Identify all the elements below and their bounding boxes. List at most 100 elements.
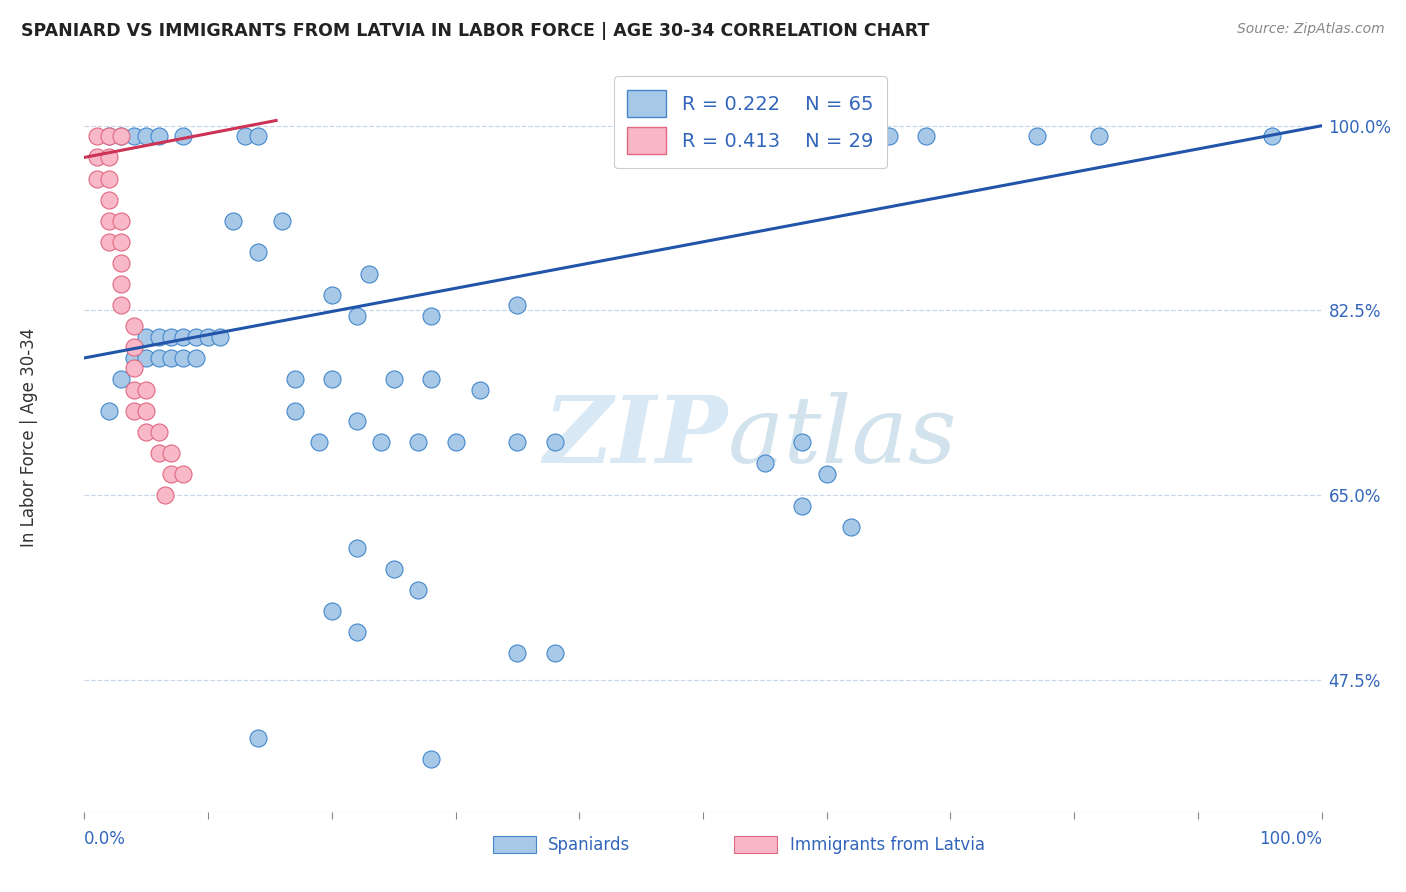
- Text: 100.0%: 100.0%: [1258, 830, 1322, 848]
- Point: [321, 287, 343, 301]
- Point: [172, 351, 194, 365]
- Point: [321, 372, 343, 386]
- Text: Immigrants from Latvia: Immigrants from Latvia: [790, 836, 984, 854]
- Text: Spaniards: Spaniards: [548, 836, 630, 854]
- Point: [110, 129, 132, 144]
- Point: [148, 446, 170, 460]
- Point: [172, 467, 194, 481]
- Point: [841, 520, 863, 534]
- Point: [543, 647, 565, 661]
- Point: [135, 351, 157, 365]
- Point: [408, 435, 430, 450]
- Point: [246, 731, 269, 745]
- Point: [148, 129, 170, 144]
- Point: [1026, 129, 1049, 144]
- Point: [382, 372, 405, 386]
- Point: [160, 467, 183, 481]
- Point: [135, 129, 157, 144]
- Point: [110, 277, 132, 291]
- Point: [357, 267, 380, 281]
- Point: [86, 171, 108, 186]
- Point: [444, 435, 467, 450]
- Point: [172, 129, 194, 144]
- Point: [790, 435, 813, 450]
- FancyBboxPatch shape: [492, 837, 536, 853]
- Point: [98, 193, 121, 207]
- Text: Source: ZipAtlas.com: Source: ZipAtlas.com: [1237, 22, 1385, 37]
- Point: [122, 129, 145, 144]
- Point: [233, 129, 256, 144]
- Point: [284, 372, 307, 386]
- Point: [153, 488, 176, 502]
- Point: [122, 340, 145, 354]
- Point: [160, 351, 183, 365]
- Point: [346, 309, 368, 323]
- Point: [246, 245, 269, 260]
- Point: [172, 330, 194, 344]
- Point: [209, 330, 232, 344]
- Point: [184, 330, 207, 344]
- Legend: R = 0.222    N = 65, R = 0.413    N = 29: R = 0.222 N = 65, R = 0.413 N = 29: [614, 76, 887, 168]
- Point: [754, 457, 776, 471]
- Point: [98, 213, 121, 227]
- Point: [470, 383, 492, 397]
- Point: [419, 752, 441, 766]
- Point: [815, 129, 838, 144]
- Point: [160, 446, 183, 460]
- Point: [86, 150, 108, 164]
- Point: [122, 319, 145, 334]
- Point: [110, 256, 132, 270]
- Point: [160, 330, 183, 344]
- Point: [110, 235, 132, 249]
- Point: [914, 129, 936, 144]
- Point: [346, 541, 368, 555]
- Point: [122, 403, 145, 417]
- Point: [419, 309, 441, 323]
- Text: SPANIARD VS IMMIGRANTS FROM LATVIA IN LABOR FORCE | AGE 30-34 CORRELATION CHART: SPANIARD VS IMMIGRANTS FROM LATVIA IN LA…: [21, 22, 929, 40]
- Point: [148, 351, 170, 365]
- Point: [122, 361, 145, 376]
- Point: [419, 372, 441, 386]
- Point: [98, 235, 121, 249]
- Point: [370, 435, 392, 450]
- Point: [135, 383, 157, 397]
- Point: [766, 129, 789, 144]
- Point: [222, 213, 245, 227]
- Point: [184, 351, 207, 365]
- Point: [110, 213, 132, 227]
- Text: In Labor Force | Age 30-34: In Labor Force | Age 30-34: [20, 327, 38, 547]
- Point: [86, 129, 108, 144]
- Point: [284, 403, 307, 417]
- Point: [122, 383, 145, 397]
- Point: [98, 129, 121, 144]
- Point: [1088, 129, 1111, 144]
- Point: [122, 351, 145, 365]
- Point: [543, 435, 565, 450]
- Point: [346, 625, 368, 640]
- Point: [506, 647, 529, 661]
- Point: [110, 372, 132, 386]
- Point: [308, 435, 330, 450]
- Text: atlas: atlas: [728, 392, 957, 482]
- Point: [135, 330, 157, 344]
- Point: [197, 330, 219, 344]
- Point: [135, 425, 157, 439]
- Text: 0.0%: 0.0%: [84, 830, 127, 848]
- Point: [98, 403, 121, 417]
- Point: [877, 129, 900, 144]
- Point: [1261, 129, 1284, 144]
- Point: [506, 435, 529, 450]
- Point: [148, 330, 170, 344]
- Point: [110, 129, 132, 144]
- FancyBboxPatch shape: [734, 837, 778, 853]
- Point: [790, 499, 813, 513]
- Point: [98, 150, 121, 164]
- Point: [148, 425, 170, 439]
- Point: [346, 414, 368, 428]
- Point: [135, 403, 157, 417]
- Point: [246, 129, 269, 144]
- Point: [815, 467, 838, 481]
- Text: ZIP: ZIP: [544, 392, 728, 482]
- Point: [271, 213, 294, 227]
- Point: [321, 604, 343, 618]
